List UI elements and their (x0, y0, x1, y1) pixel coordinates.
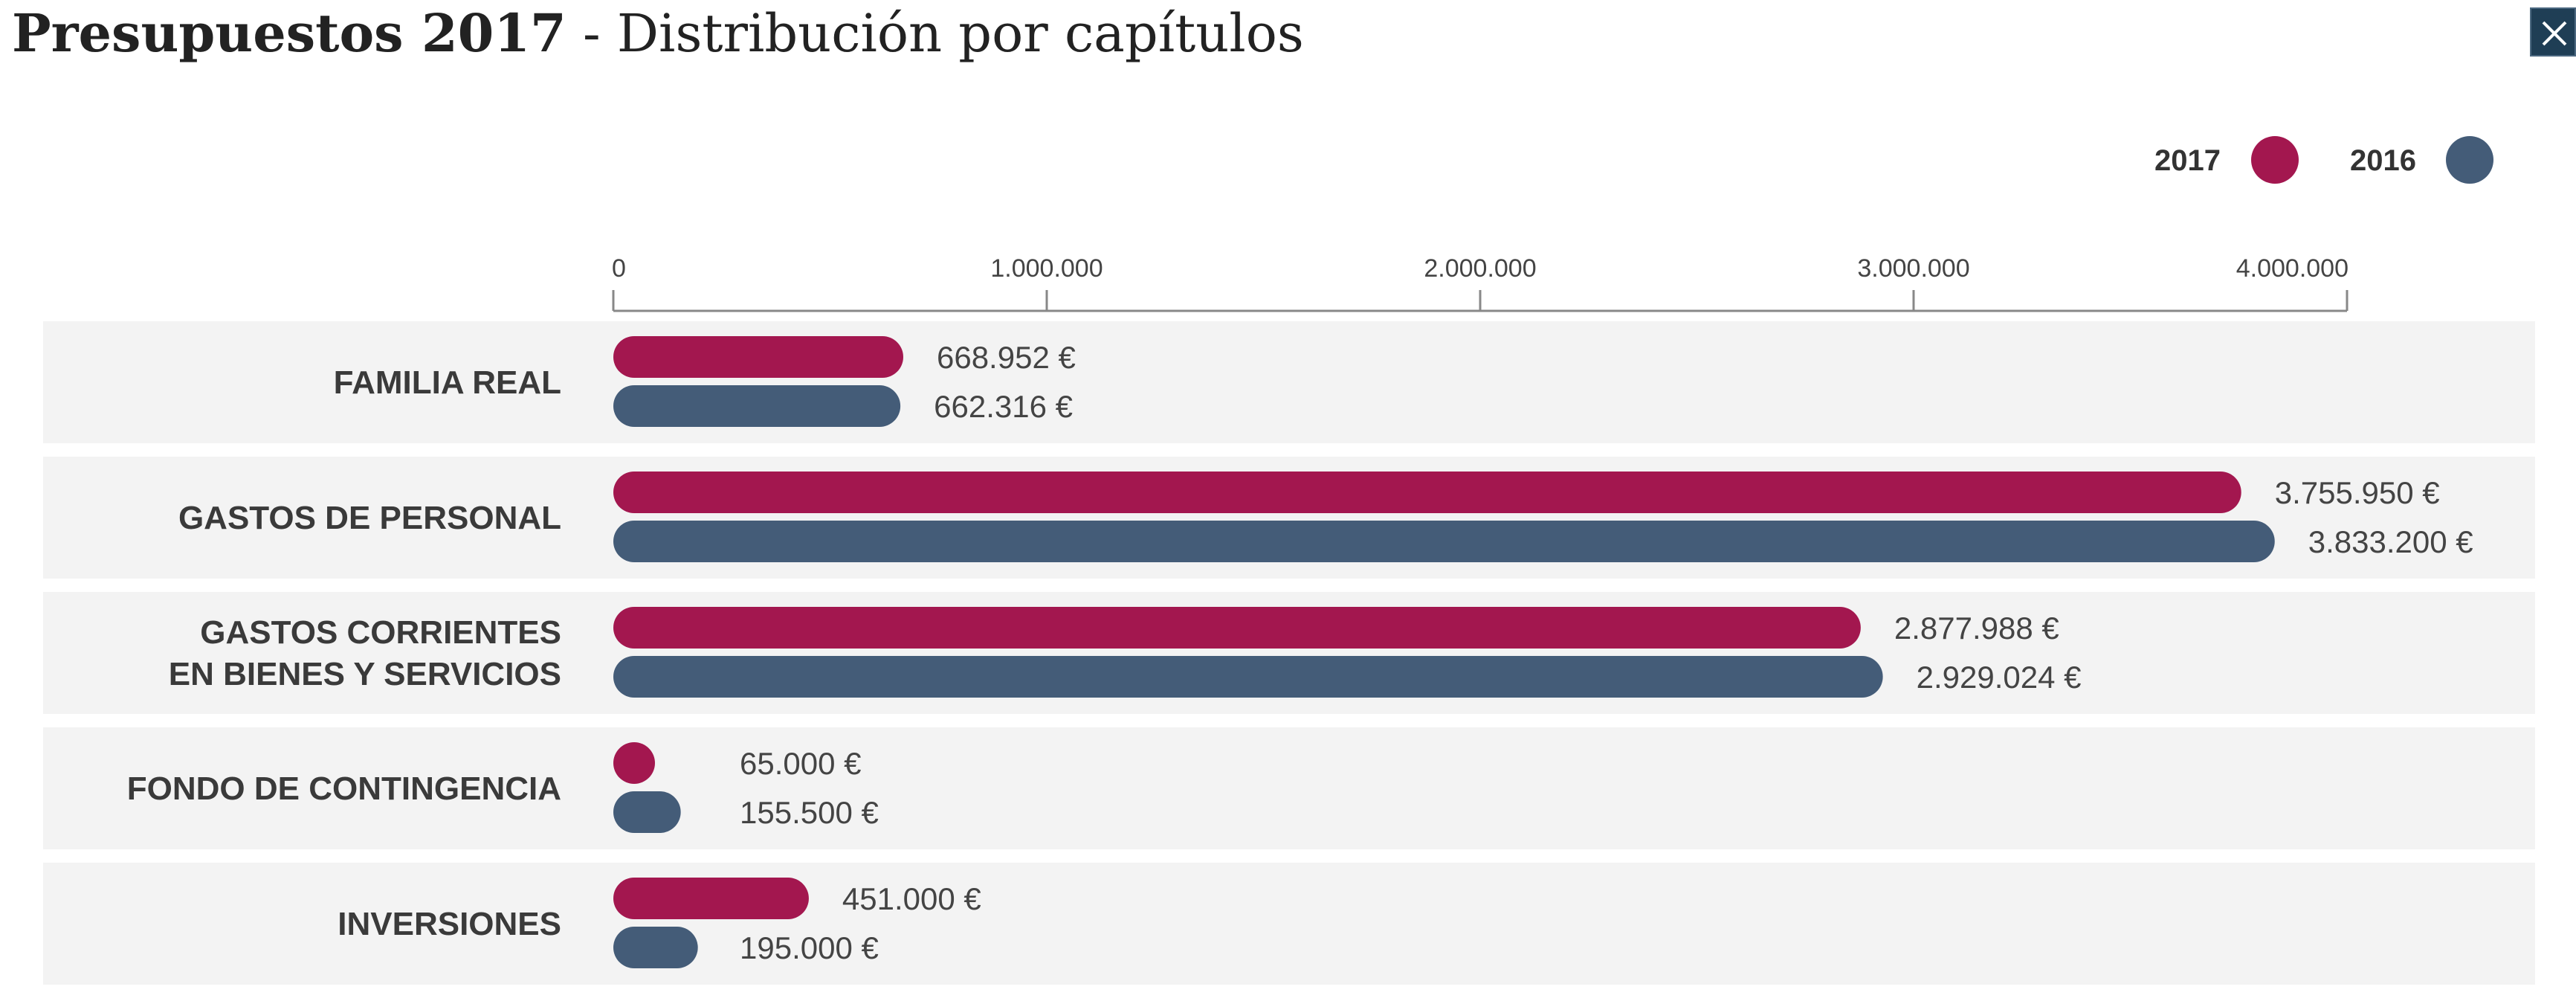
x-tick-label: 0 (612, 254, 626, 283)
legend-dot-2017 (2251, 136, 2299, 184)
category-label: FONDO DE CONTINGENCIA (127, 770, 561, 807)
data-label: 3.755.950 € (2275, 475, 2440, 510)
data-label: 195.000 € (740, 930, 879, 965)
data-label: 3.833.200 € (2308, 524, 2473, 559)
data-label: 2.877.988 € (1894, 611, 2059, 646)
category-label: INVERSIONES (338, 906, 561, 942)
close-icon (2542, 21, 2567, 46)
category-label: EN BIENES Y SERVICIOS (169, 656, 561, 692)
bar-2017 (613, 878, 809, 919)
bar-2016 (613, 385, 901, 427)
legend-label-2017: 2017 (2154, 144, 2221, 177)
row-background (43, 863, 2535, 985)
bar-2017 (613, 336, 903, 378)
bar-2017 (613, 742, 655, 784)
bar-2017 (613, 472, 2241, 513)
bar-2016 (613, 521, 2275, 562)
bar-2016 (613, 791, 681, 833)
legend-label-2016: 2016 (2350, 144, 2416, 177)
category-label: GASTOS DE PERSONAL (178, 500, 561, 536)
x-tick-label: 4.000.000 (2236, 254, 2349, 283)
title-rest: - Distribución por capítulos (566, 3, 1304, 64)
close-button[interactable] (2530, 7, 2576, 57)
data-label: 668.952 € (937, 340, 1076, 375)
legend-dot-2016 (2446, 136, 2493, 184)
bar-2016 (613, 927, 698, 968)
data-label: 65.000 € (740, 746, 862, 781)
row-background (43, 727, 2535, 849)
category-label: GASTOS CORRIENTES (200, 614, 561, 651)
x-tick-label: 1.000.000 (990, 254, 1103, 283)
data-label: 451.000 € (842, 881, 981, 916)
row-background (43, 321, 2535, 443)
page-title: Presupuestos 2017 - Distribución por cap… (12, 0, 1304, 67)
data-label: 662.316 € (934, 389, 1073, 424)
title-bold: Presupuestos 2017 (12, 2, 566, 64)
bar-2017 (613, 607, 1861, 649)
data-label: 2.929.024 € (1917, 660, 2082, 695)
x-tick-label: 2.000.000 (1424, 254, 1536, 283)
x-tick-label: 3.000.000 (1857, 254, 1969, 283)
category-label: FAMILIA REAL (334, 364, 561, 401)
bar-2016 (613, 656, 1883, 698)
data-label: 155.500 € (740, 795, 879, 830)
